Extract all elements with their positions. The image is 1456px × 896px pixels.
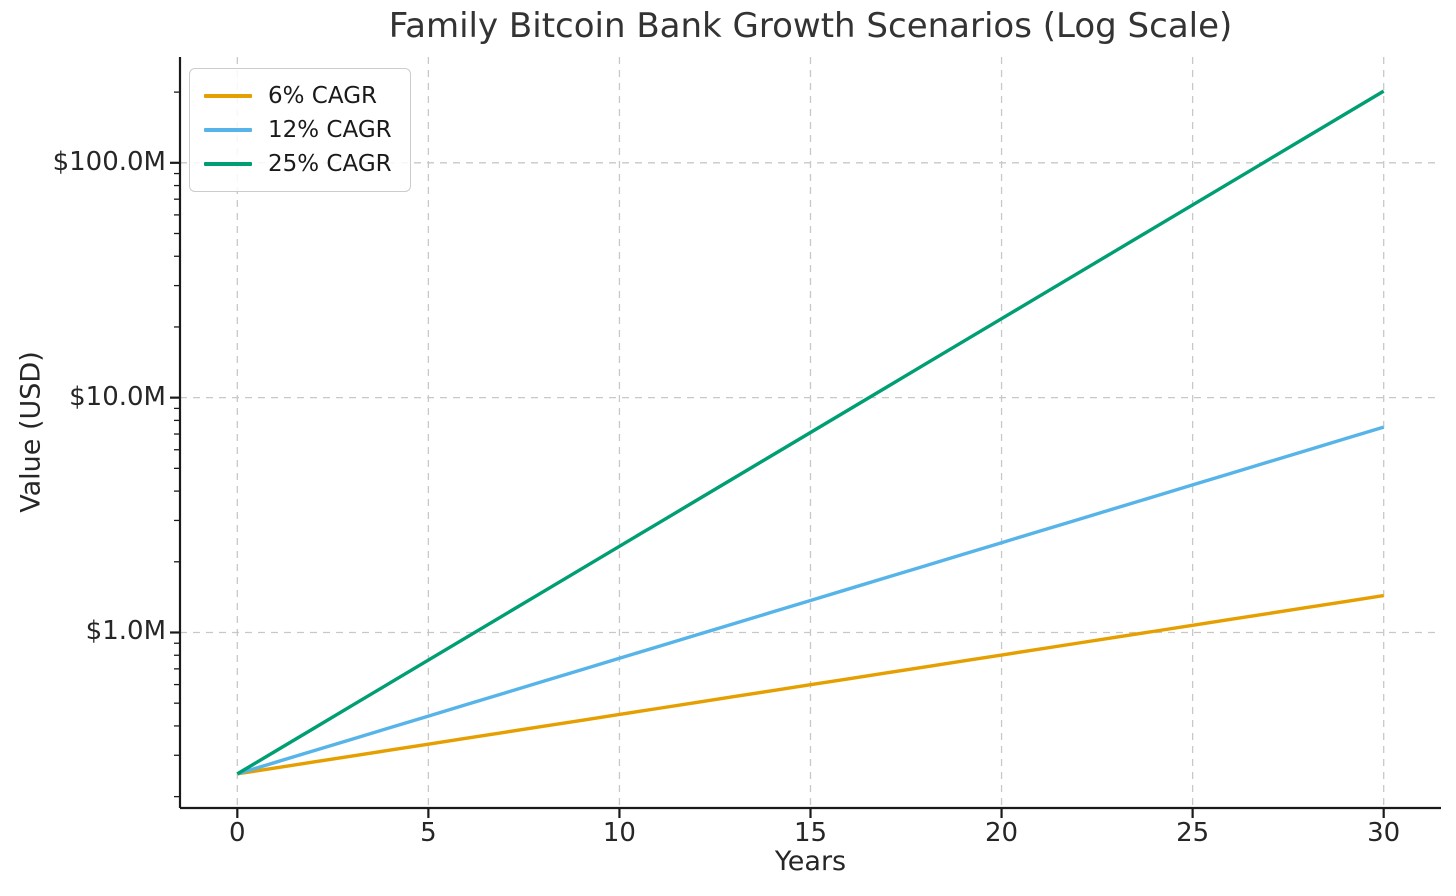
chart-title: Family Bitcoin Bank Growth Scenarios (Lo… xyxy=(388,6,1233,46)
y-tick-label: $100.0M xyxy=(52,146,166,177)
legend-swatch-25-cagr xyxy=(204,162,252,166)
x-tick-label: 10 xyxy=(602,818,636,848)
series-line-25-cagr xyxy=(236,89,1385,776)
x-tick-label: 5 xyxy=(420,818,437,848)
y-tick-label: $1.0M xyxy=(85,616,166,647)
legend-swatch-12-cagr xyxy=(204,128,252,132)
x-tick-label: 30 xyxy=(1367,818,1401,848)
legend-label-25-cagr: 25% CAGR xyxy=(268,151,392,177)
x-tick-label: 25 xyxy=(1176,818,1210,848)
legend-label-12-cagr: 12% CAGR xyxy=(268,117,392,143)
legend-item-6-cagr: 6% CAGR xyxy=(204,79,392,113)
series-line-6-cagr xyxy=(237,593,1384,776)
legend-swatch-6-cagr xyxy=(204,94,252,98)
x-tick-label: 20 xyxy=(985,818,1019,848)
legend-item-25-cagr: 25% CAGR xyxy=(204,147,392,181)
legend: 6% CAGR 12% CAGR 25% CAGR xyxy=(189,68,411,192)
y-axis-label: Value (USD) xyxy=(15,351,47,513)
x-tick-label: 15 xyxy=(793,818,828,848)
series-line-12-cagr xyxy=(236,425,1385,776)
y-tick-label: $10.0M xyxy=(69,381,166,412)
legend-label-6-cagr: 6% CAGR xyxy=(268,83,377,109)
legend-item-12-cagr: 12% CAGR xyxy=(204,113,392,147)
x-axis-label: Years xyxy=(774,846,847,877)
x-tick-label: 0 xyxy=(229,818,246,848)
